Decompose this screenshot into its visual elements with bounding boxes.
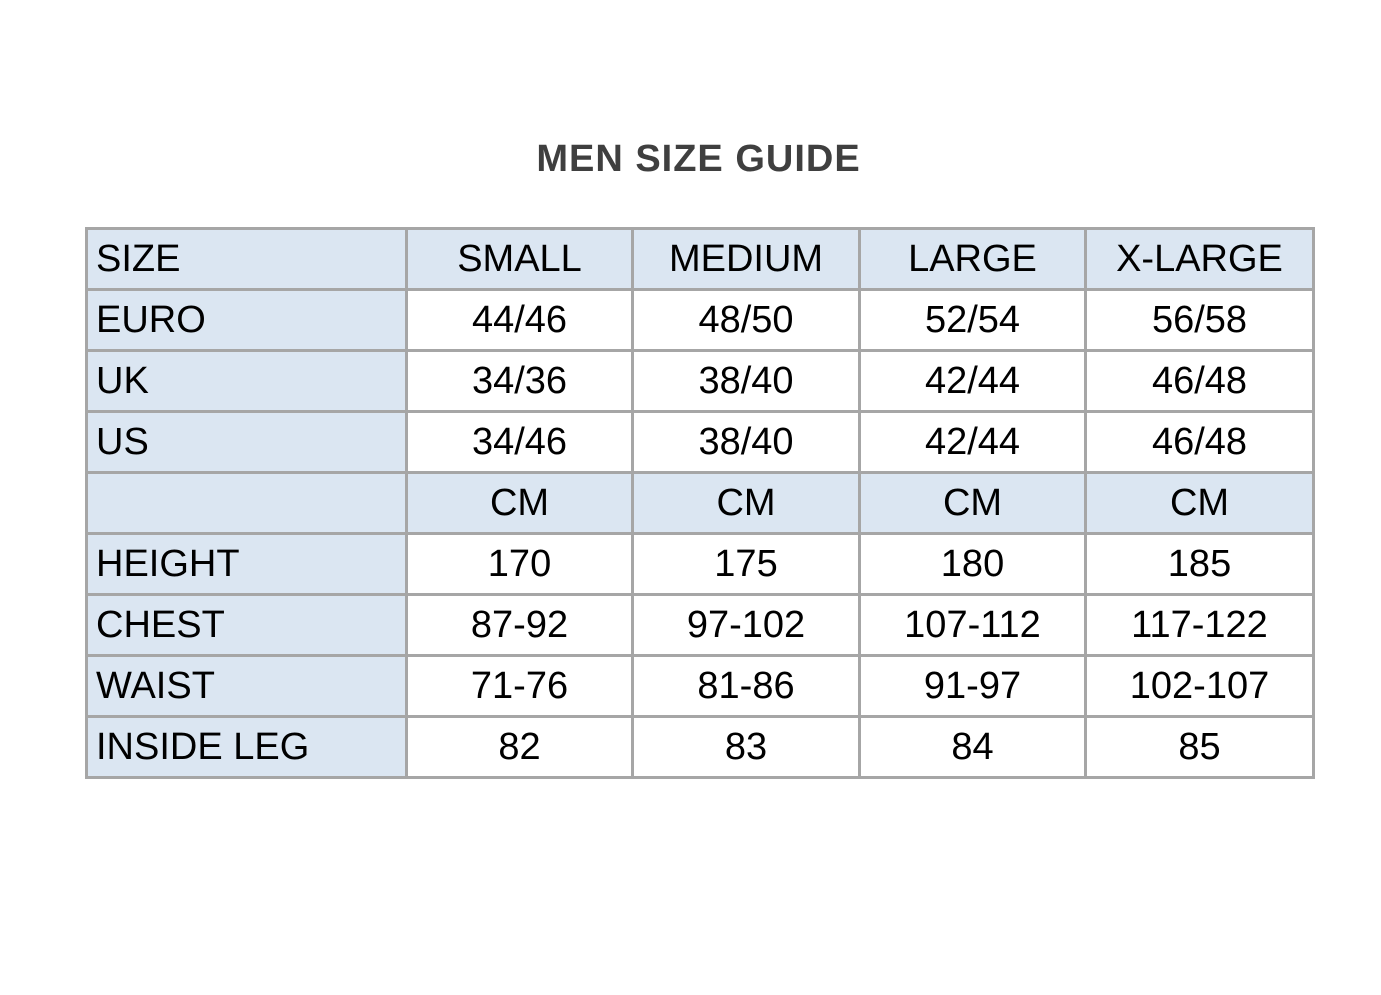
row-label-waist: WAIST	[85, 654, 408, 718]
data-cell: 71-76	[405, 654, 634, 718]
data-cell: 44/46	[405, 288, 634, 352]
row-label-us: US	[85, 410, 408, 474]
table-header-row: SIZE SMALL MEDIUM LARGE X-LARGE	[85, 227, 1315, 291]
table-row-waist: WAIST 71-76 81-86 91-97 102-107	[85, 654, 1315, 718]
data-cell: 34/36	[405, 349, 634, 413]
table-row-cm-units: CM CM CM CM	[85, 471, 1315, 535]
col-header-x-large: X-LARGE	[1084, 227, 1315, 291]
data-cell: 107-112	[858, 593, 1087, 657]
col-header-large: LARGE	[858, 227, 1087, 291]
data-cell: 85	[1084, 715, 1315, 779]
table-row-uk: UK 34/36 38/40 42/44 46/48	[85, 349, 1315, 413]
size-guide-table: SIZE SMALL MEDIUM LARGE X-LARGE EURO 44/…	[85, 227, 1315, 779]
data-cell: 38/40	[631, 410, 861, 474]
data-cell: 52/54	[858, 288, 1087, 352]
row-label-empty	[85, 471, 408, 535]
data-cell: 83	[631, 715, 861, 779]
unit-cell-cm: CM	[858, 471, 1087, 535]
col-header-small: SMALL	[405, 227, 634, 291]
page-title: MEN SIZE GUIDE	[536, 138, 861, 180]
data-cell: 84	[858, 715, 1087, 779]
data-cell: 46/48	[1084, 410, 1315, 474]
data-cell: 34/46	[405, 410, 634, 474]
data-cell: 117-122	[1084, 593, 1315, 657]
table-row-euro: EURO 44/46 48/50 52/54 56/58	[85, 288, 1315, 352]
table-row-us: US 34/46 38/40 42/44 46/48	[85, 410, 1315, 474]
data-cell: 42/44	[858, 410, 1087, 474]
row-label-euro: EURO	[85, 288, 408, 352]
unit-cell-cm: CM	[405, 471, 634, 535]
table-row-inside-leg: INSIDE LEG 82 83 84 85	[85, 715, 1315, 779]
data-cell: 42/44	[858, 349, 1087, 413]
data-cell: 185	[1084, 532, 1315, 596]
data-cell: 87-92	[405, 593, 634, 657]
table-row-height: HEIGHT 170 175 180 185	[85, 532, 1315, 596]
unit-cell-cm: CM	[1084, 471, 1315, 535]
col-header-medium: MEDIUM	[631, 227, 861, 291]
table-row-chest: CHEST 87-92 97-102 107-112 117-122	[85, 593, 1315, 657]
row-label-height: HEIGHT	[85, 532, 408, 596]
data-cell: 180	[858, 532, 1087, 596]
row-label-inside-leg: INSIDE LEG	[85, 715, 408, 779]
data-cell: 91-97	[858, 654, 1087, 718]
data-cell: 170	[405, 532, 634, 596]
data-cell: 38/40	[631, 349, 861, 413]
data-cell: 175	[631, 532, 861, 596]
data-cell: 56/58	[1084, 288, 1315, 352]
row-label-uk: UK	[85, 349, 408, 413]
page-container: MEN SIZE GUIDE SIZE SMALL MEDIUM LARGE X…	[85, 138, 1315, 779]
row-label-chest: CHEST	[85, 593, 408, 657]
data-cell: 102-107	[1084, 654, 1315, 718]
data-cell: 48/50	[631, 288, 861, 352]
data-cell: 97-102	[631, 593, 861, 657]
unit-cell-cm: CM	[631, 471, 861, 535]
data-cell: 82	[405, 715, 634, 779]
header-size-label: SIZE	[85, 227, 408, 291]
data-cell: 81-86	[631, 654, 861, 718]
data-cell: 46/48	[1084, 349, 1315, 413]
